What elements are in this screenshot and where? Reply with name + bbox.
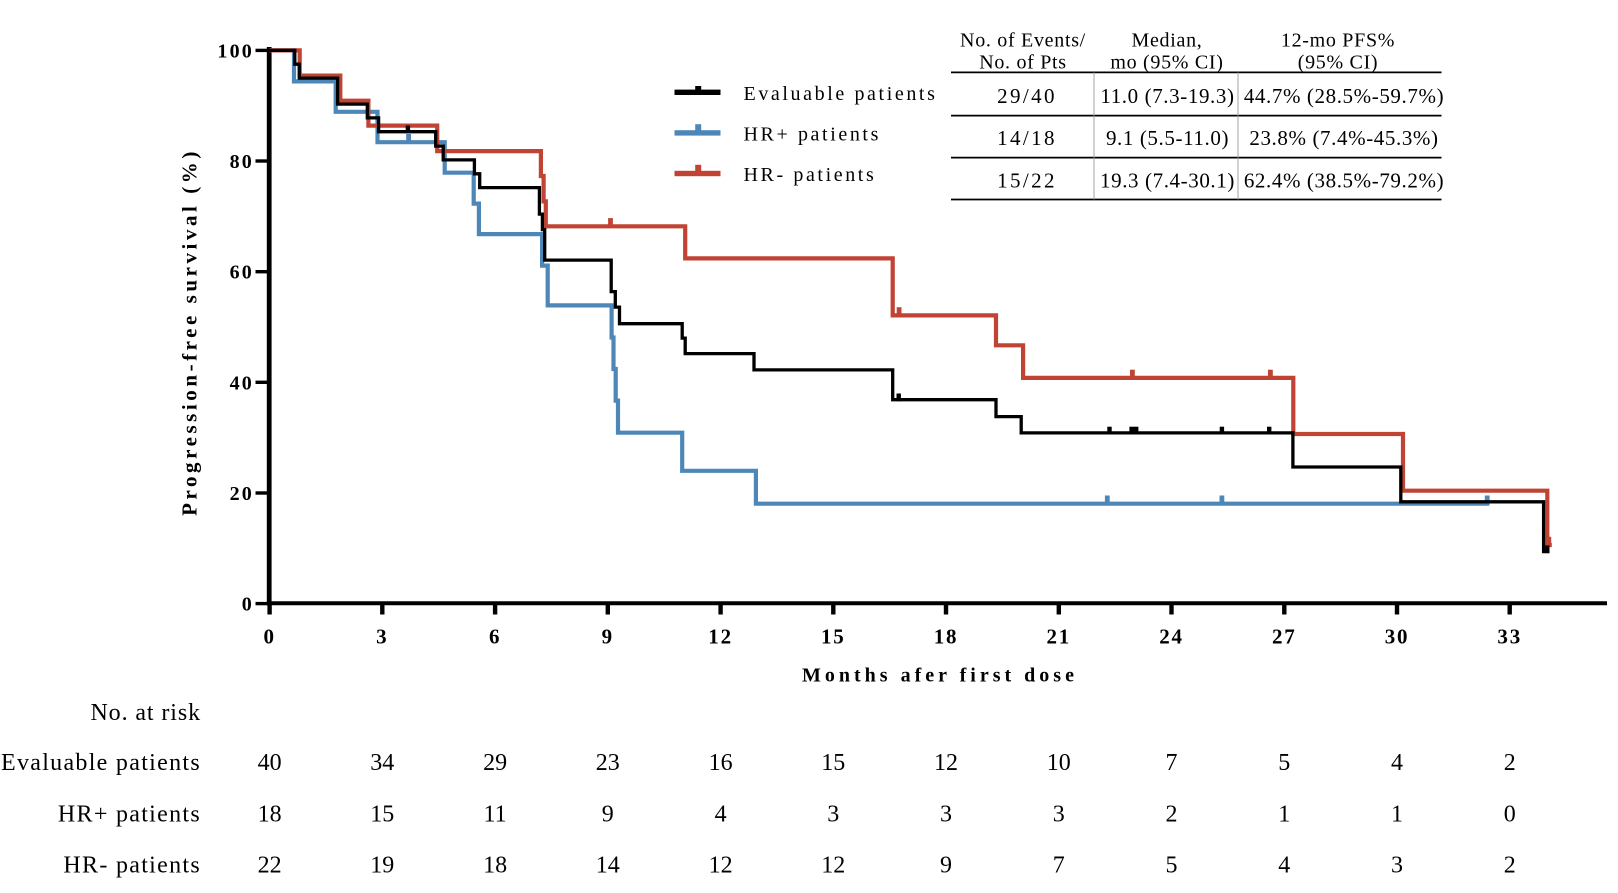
svg-text:19.3 (7.4-30.1): 19.3 (7.4-30.1) (1100, 169, 1235, 193)
svg-text:40: 40 (230, 372, 254, 394)
svg-text:9: 9 (602, 625, 614, 649)
svg-text:3: 3 (1053, 802, 1065, 828)
svg-text:27: 27 (1272, 625, 1297, 649)
svg-text:2: 2 (1166, 802, 1178, 828)
svg-text:9: 9 (940, 853, 952, 879)
svg-text:HR+ patients: HR+ patients (744, 123, 881, 145)
svg-text:14: 14 (596, 853, 620, 879)
svg-text:15: 15 (821, 625, 846, 649)
svg-text:3: 3 (1391, 853, 1403, 879)
svg-text:Evaluable patients: Evaluable patients (1, 750, 201, 776)
svg-text:1: 1 (1278, 802, 1290, 828)
svg-text:HR- patients: HR- patients (744, 164, 877, 186)
svg-text:15/22: 15/22 (997, 169, 1057, 193)
svg-text:3: 3 (827, 802, 839, 828)
svg-text:No. of Pts: No. of Pts (979, 52, 1067, 74)
svg-text:80: 80 (230, 151, 254, 173)
svg-text:5: 5 (1166, 853, 1178, 879)
svg-text:HR- patients: HR- patients (63, 853, 201, 879)
svg-text:0: 0 (242, 594, 254, 616)
svg-text:Months afer first dose: Months afer first dose (802, 665, 1078, 687)
svg-text:21: 21 (1046, 625, 1071, 649)
svg-text:6: 6 (489, 625, 501, 649)
svg-text:22: 22 (258, 853, 282, 879)
svg-text:10: 10 (1047, 750, 1071, 776)
svg-text:11.0 (7.3-19.3): 11.0 (7.3-19.3) (1100, 84, 1234, 108)
svg-text:23: 23 (596, 750, 620, 776)
svg-text:19: 19 (370, 853, 394, 879)
svg-text:7: 7 (1166, 750, 1178, 776)
svg-text:60: 60 (230, 262, 254, 284)
svg-text:0: 0 (1504, 802, 1516, 828)
svg-text:3: 3 (376, 625, 388, 649)
svg-text:4: 4 (1391, 750, 1403, 776)
svg-text:4: 4 (715, 802, 727, 828)
svg-text:4: 4 (1278, 853, 1290, 879)
svg-text:(95% CI): (95% CI) (1298, 52, 1379, 74)
svg-text:30: 30 (1385, 625, 1410, 649)
svg-text:16: 16 (709, 750, 733, 776)
svg-text:44.7% (28.5%-59.7%): 44.7% (28.5%-59.7%) (1244, 84, 1444, 108)
svg-text:12: 12 (708, 625, 733, 649)
svg-text:12: 12 (821, 853, 845, 879)
svg-text:No. of Events/: No. of Events/ (960, 30, 1086, 52)
svg-text:15: 15 (370, 802, 394, 828)
svg-text:18: 18 (934, 625, 959, 649)
svg-text:9.1 (5.5-11.0): 9.1 (5.5-11.0) (1106, 126, 1229, 150)
svg-text:34: 34 (370, 750, 394, 776)
svg-text:11: 11 (484, 802, 507, 828)
svg-text:2: 2 (1504, 853, 1516, 879)
svg-text:20: 20 (230, 483, 254, 505)
svg-text:3: 3 (940, 802, 952, 828)
svg-text:mo (95% CI): mo (95% CI) (1110, 52, 1223, 74)
svg-text:Evaluable patients: Evaluable patients (744, 83, 938, 105)
svg-text:12: 12 (934, 750, 958, 776)
svg-text:18: 18 (483, 853, 507, 879)
svg-text:100: 100 (217, 40, 254, 62)
svg-text:15: 15 (821, 750, 845, 776)
svg-text:7: 7 (1053, 853, 1065, 879)
svg-text:12-mo PFS%: 12-mo PFS% (1281, 30, 1395, 52)
svg-text:1: 1 (1391, 802, 1403, 828)
svg-text:Median,: Median, (1132, 30, 1203, 52)
svg-text:12: 12 (709, 853, 733, 879)
svg-text:23.8% (7.4%-45.3%): 23.8% (7.4%-45.3%) (1249, 126, 1438, 150)
svg-text:9: 9 (602, 802, 614, 828)
svg-text:62.4% (38.5%-79.2%): 62.4% (38.5%-79.2%) (1244, 169, 1444, 193)
svg-text:2: 2 (1504, 750, 1516, 776)
svg-text:Progression-free survival (%): Progression-free survival (%) (178, 148, 202, 516)
svg-text:18: 18 (258, 802, 282, 828)
svg-text:No. at risk: No. at risk (90, 700, 201, 726)
svg-text:14/18: 14/18 (997, 126, 1057, 150)
svg-text:33: 33 (1497, 625, 1522, 649)
svg-text:5: 5 (1278, 750, 1290, 776)
svg-text:HR+ patients: HR+ patients (58, 802, 201, 828)
svg-text:29/40: 29/40 (997, 84, 1057, 108)
svg-text:40: 40 (258, 750, 282, 776)
svg-text:0: 0 (263, 625, 275, 649)
svg-text:24: 24 (1159, 625, 1184, 649)
svg-text:29: 29 (483, 750, 507, 776)
